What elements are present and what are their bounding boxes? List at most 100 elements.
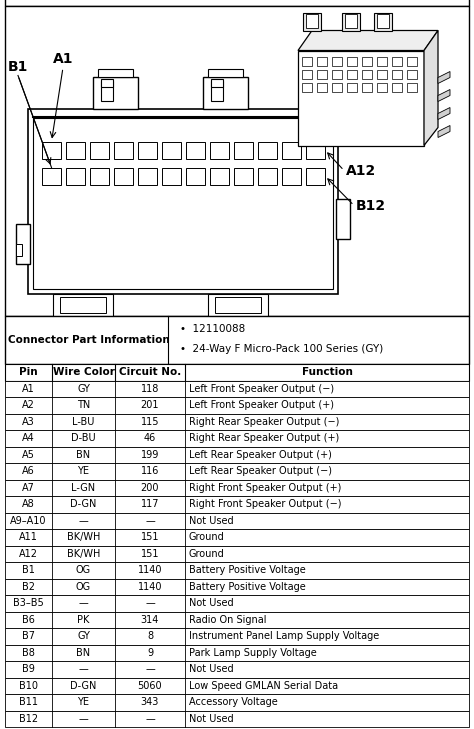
- Text: BN: BN: [76, 648, 91, 658]
- Bar: [5, 545, 469, 562]
- Bar: [28, 109, 338, 294]
- Polygon shape: [438, 107, 450, 120]
- Text: B2: B2: [22, 582, 35, 592]
- Text: 8: 8: [147, 631, 153, 642]
- Bar: [306, 141, 325, 158]
- Bar: [215, 297, 261, 313]
- Bar: [5, 480, 469, 496]
- Bar: [5, 397, 469, 413]
- Bar: [208, 69, 243, 77]
- Text: —: —: [145, 664, 155, 674]
- Polygon shape: [438, 71, 450, 84]
- Bar: [90, 141, 109, 158]
- Text: A7: A7: [22, 483, 35, 493]
- Text: Not Used: Not Used: [189, 515, 234, 526]
- Text: Radio On Signal: Radio On Signal: [189, 615, 266, 625]
- Text: B11: B11: [19, 697, 38, 707]
- Bar: [66, 168, 85, 184]
- Text: Not Used: Not Used: [189, 599, 234, 608]
- Bar: [302, 57, 312, 66]
- Text: Left Front Speaker Output (−): Left Front Speaker Output (−): [189, 383, 334, 394]
- Text: A1: A1: [53, 52, 73, 66]
- Bar: [345, 14, 357, 28]
- Bar: [66, 141, 85, 158]
- Text: D-BU: D-BU: [71, 433, 96, 443]
- Text: GY: GY: [77, 631, 90, 642]
- Bar: [258, 141, 277, 158]
- Bar: [16, 243, 22, 255]
- Text: Pin: Pin: [19, 367, 38, 377]
- Bar: [211, 80, 223, 101]
- Text: Wire Color: Wire Color: [53, 367, 114, 377]
- Text: A1: A1: [22, 383, 35, 394]
- Bar: [33, 117, 333, 289]
- Text: Accessory Voltage: Accessory Voltage: [189, 697, 278, 707]
- Text: Function: Function: [301, 367, 353, 377]
- Polygon shape: [298, 31, 438, 50]
- Bar: [5, 677, 469, 694]
- Bar: [336, 198, 350, 238]
- Bar: [377, 69, 387, 79]
- Bar: [203, 77, 248, 109]
- Bar: [407, 69, 417, 79]
- Polygon shape: [424, 31, 438, 146]
- Bar: [303, 12, 321, 31]
- Text: Not Used: Not Used: [189, 714, 234, 724]
- Bar: [16, 224, 30, 263]
- Bar: [5, 529, 469, 545]
- Text: L-BU: L-BU: [73, 417, 95, 426]
- Bar: [211, 79, 223, 87]
- Text: Circuit No.: Circuit No.: [119, 367, 181, 377]
- Bar: [5, 612, 469, 628]
- Text: •  12110088: • 12110088: [180, 324, 245, 334]
- Bar: [332, 69, 342, 79]
- Text: 115: 115: [141, 417, 159, 426]
- Text: OG: OG: [76, 582, 91, 592]
- Text: YE: YE: [78, 467, 90, 476]
- Bar: [5, 512, 469, 529]
- Bar: [377, 57, 387, 66]
- Bar: [306, 14, 318, 28]
- Bar: [186, 168, 205, 184]
- Text: Not Used: Not Used: [189, 664, 234, 674]
- Bar: [342, 12, 360, 31]
- Text: 1140: 1140: [138, 582, 162, 592]
- Text: B1: B1: [22, 565, 35, 575]
- Bar: [298, 50, 424, 146]
- Text: BK/WH: BK/WH: [67, 532, 100, 542]
- Text: —: —: [145, 599, 155, 608]
- Text: Battery Positive Voltage: Battery Positive Voltage: [189, 582, 306, 592]
- Bar: [317, 69, 327, 79]
- Text: 117: 117: [141, 499, 159, 510]
- Bar: [234, 141, 253, 158]
- Text: Right Front Speaker Output (+): Right Front Speaker Output (+): [189, 483, 341, 493]
- Text: A2: A2: [22, 400, 35, 410]
- Text: —: —: [79, 599, 88, 608]
- Text: A9–A10: A9–A10: [10, 515, 47, 526]
- Bar: [5, 364, 469, 381]
- Bar: [138, 168, 157, 184]
- Bar: [60, 297, 106, 313]
- Text: 314: 314: [141, 615, 159, 625]
- Text: Park Lamp Supply Voltage: Park Lamp Supply Voltage: [189, 648, 317, 658]
- Bar: [392, 82, 402, 92]
- Text: 151: 151: [141, 549, 159, 558]
- Bar: [407, 57, 417, 66]
- Bar: [5, 413, 469, 430]
- Text: 116: 116: [141, 467, 159, 476]
- Bar: [347, 82, 357, 92]
- Text: Ground: Ground: [189, 532, 225, 542]
- Text: 343: 343: [141, 697, 159, 707]
- Text: Radio C1: Radio C1: [210, 0, 264, 2]
- Text: YE: YE: [78, 697, 90, 707]
- Text: Right Rear Speaker Output (+): Right Rear Speaker Output (+): [189, 433, 339, 443]
- Bar: [317, 82, 327, 92]
- Text: Right Rear Speaker Output (−): Right Rear Speaker Output (−): [189, 417, 339, 426]
- Text: Low Speed GMLAN Serial Data: Low Speed GMLAN Serial Data: [189, 681, 338, 691]
- Text: 199: 199: [141, 450, 159, 460]
- Text: B12: B12: [19, 714, 38, 724]
- Bar: [5, 0, 469, 6]
- Text: L-GN: L-GN: [72, 483, 96, 493]
- Text: A12: A12: [346, 163, 376, 177]
- Bar: [234, 168, 253, 184]
